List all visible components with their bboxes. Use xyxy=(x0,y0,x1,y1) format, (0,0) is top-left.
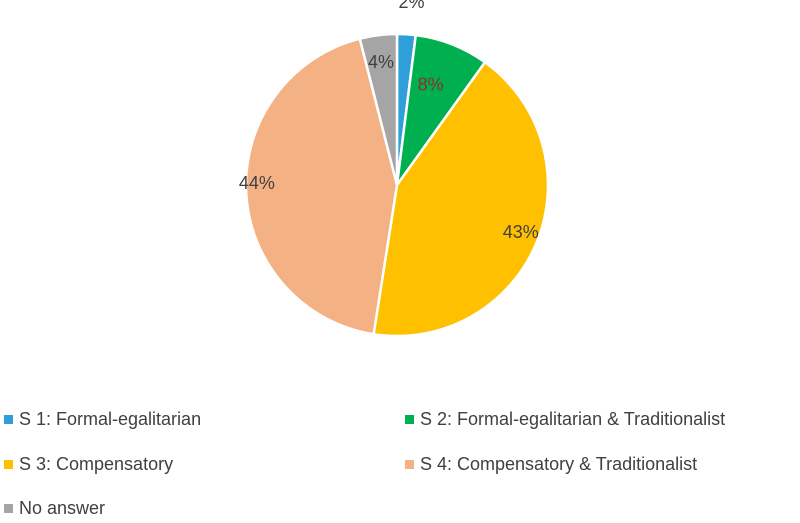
pie-slice-3 xyxy=(372,61,550,338)
data-label-1: 2% xyxy=(399,0,425,12)
pie-chart: 2% 8% 43% 44% 4% xyxy=(239,0,550,338)
legend-swatch-no-answer xyxy=(4,504,13,513)
data-label-2: 8% xyxy=(418,75,444,95)
legend-swatch-s4 xyxy=(405,460,414,469)
legend-label-s3: S 3: Compensatory xyxy=(19,454,174,474)
pie-slices xyxy=(244,32,550,338)
data-label-4: 44% xyxy=(239,173,275,193)
legend-item-s2: S 2: Formal-egalitarian & Traditionalist xyxy=(405,409,725,430)
legend-item-no-answer: No answer xyxy=(4,498,105,519)
pie-labels: 2% 8% 43% 44% 4% xyxy=(239,0,539,242)
legend-label-no-answer: No answer xyxy=(19,498,106,518)
legend-label-s1: S 1: Formal-egalitarian xyxy=(19,409,202,429)
legend-swatch-s1 xyxy=(4,415,13,424)
legend-item-s1: S 1: Formal-egalitarian xyxy=(4,409,201,430)
pie-slice-5 xyxy=(358,32,399,187)
legend-swatch-s3 xyxy=(4,460,13,469)
legend-label-s2: S 2: Formal-egalitarian & Traditionalist xyxy=(420,409,726,429)
legend-item-s3: S 3: Compensatory xyxy=(4,454,173,475)
pie-slice-4 xyxy=(244,37,399,336)
data-label-5: 4% xyxy=(368,52,394,72)
data-label-3: 43% xyxy=(503,222,539,242)
legend-swatch-s2 xyxy=(405,415,414,424)
legend-item-s4: S 4: Compensatory & Traditionalist xyxy=(405,454,697,475)
legend-label-s4: S 4: Compensatory & Traditionalist xyxy=(420,454,698,474)
